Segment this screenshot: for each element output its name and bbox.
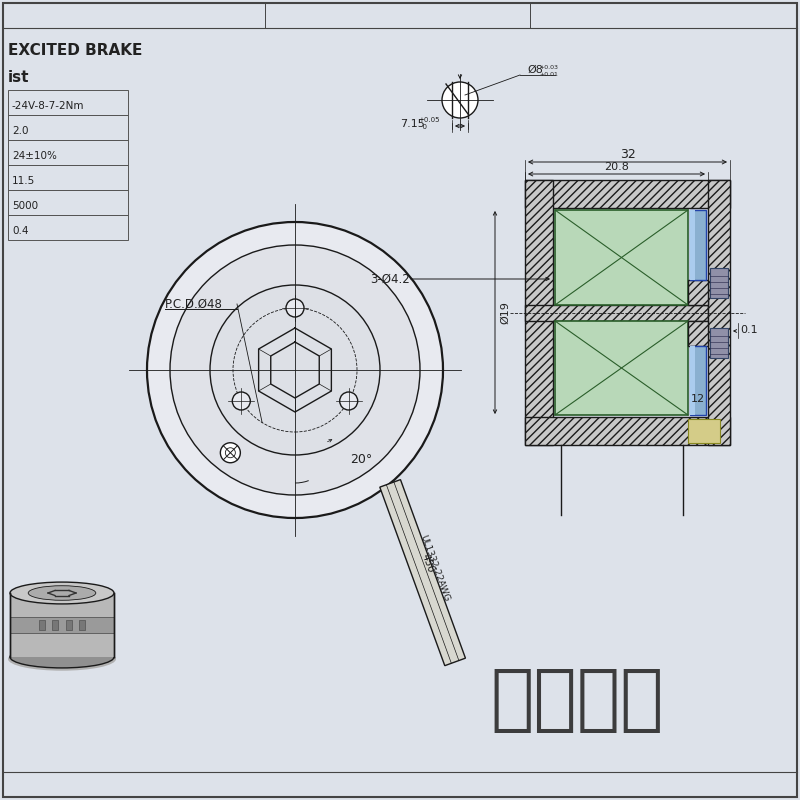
Ellipse shape	[10, 582, 114, 604]
Bar	[8, 215, 128, 240]
Ellipse shape	[10, 646, 114, 668]
Text: 奔一工控: 奔一工控	[490, 666, 663, 735]
Text: 0.1: 0.1	[740, 325, 758, 335]
Circle shape	[170, 245, 420, 495]
Bar	[688, 280, 708, 305]
Bar	[690, 210, 695, 280]
Bar	[555, 210, 688, 305]
Bar	[10, 617, 114, 633]
Bar	[525, 417, 730, 445]
Text: ist: ist	[8, 70, 30, 85]
Circle shape	[147, 222, 443, 518]
Text: 11.5: 11.5	[12, 176, 35, 186]
Text: 24±10%: 24±10%	[12, 151, 57, 161]
Text: 0: 0	[418, 124, 427, 130]
Bar	[688, 419, 720, 443]
Text: 7.15: 7.15	[400, 119, 425, 129]
Text: Ø19: Ø19	[500, 302, 510, 325]
Bar	[52, 620, 58, 630]
Bar	[708, 180, 730, 445]
Circle shape	[442, 82, 478, 118]
Text: P.C.D.Ø48: P.C.D.Ø48	[165, 298, 223, 311]
Text: 5000: 5000	[12, 201, 38, 211]
Bar	[8, 115, 128, 140]
Bar	[8, 90, 128, 115]
Bar	[10, 592, 114, 657]
Text: EXCITED BRAKE: EXCITED BRAKE	[8, 43, 142, 58]
Text: -24V-8-7-2Nm: -24V-8-7-2Nm	[12, 101, 85, 111]
Bar	[79, 620, 85, 630]
Bar	[690, 346, 706, 415]
Text: 3-Ø4.2: 3-Ø4.2	[370, 273, 410, 286]
Bar	[555, 321, 688, 415]
Text: Ø8: Ø8	[527, 65, 543, 75]
Circle shape	[210, 285, 380, 455]
Polygon shape	[380, 480, 466, 666]
Bar	[690, 346, 695, 415]
Bar	[525, 305, 708, 321]
Bar	[710, 328, 728, 358]
Circle shape	[232, 392, 250, 410]
Text: 20.8: 20.8	[604, 162, 629, 172]
Text: 12: 12	[691, 394, 705, 404]
Bar	[710, 268, 728, 298]
Ellipse shape	[28, 586, 96, 600]
Circle shape	[340, 392, 358, 410]
Bar	[525, 180, 553, 445]
Bar	[688, 321, 708, 346]
Circle shape	[220, 442, 240, 462]
Text: +0.03: +0.03	[539, 65, 558, 70]
Bar	[66, 620, 72, 630]
Text: UL1332-22AWG: UL1332-22AWG	[418, 534, 450, 603]
Bar	[690, 210, 706, 280]
Text: +0.01: +0.01	[539, 72, 558, 77]
Text: +0.05: +0.05	[418, 117, 439, 123]
Text: 450: 450	[420, 552, 436, 574]
Bar	[8, 140, 128, 165]
Text: 32: 32	[620, 148, 635, 161]
Bar	[8, 190, 128, 215]
Bar	[525, 180, 730, 208]
Text: 2.0: 2.0	[12, 126, 29, 136]
Bar	[39, 620, 45, 630]
Ellipse shape	[8, 647, 116, 670]
Text: 0.4: 0.4	[12, 226, 29, 236]
Circle shape	[286, 299, 304, 317]
Bar	[8, 165, 128, 190]
Text: 20°: 20°	[350, 453, 372, 466]
